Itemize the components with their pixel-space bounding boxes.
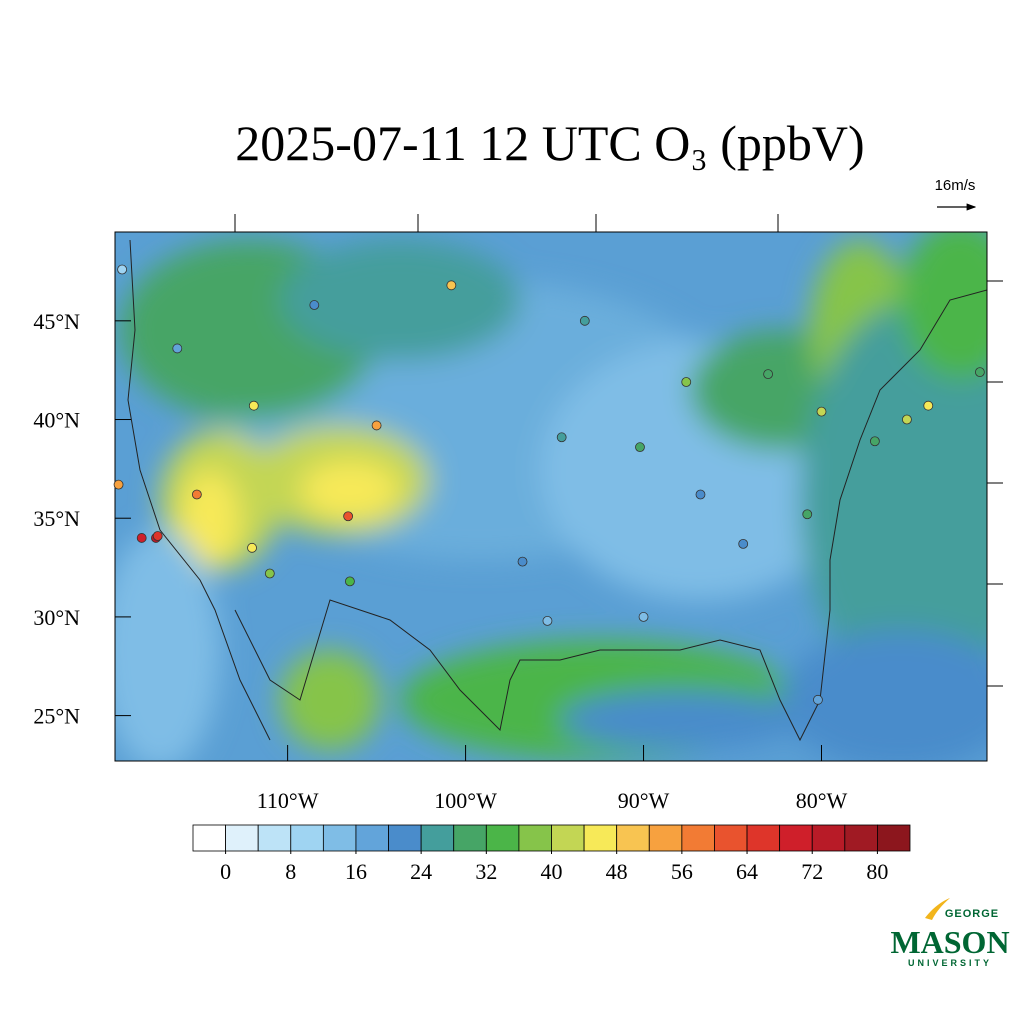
y-tick-label: 35°N — [33, 506, 80, 531]
frame-ticks — [234, 214, 1003, 687]
colorbar-box — [257, 824, 292, 852]
station — [264, 568, 275, 579]
logo-swoosh — [925, 898, 950, 920]
station — [923, 400, 934, 411]
title: 2025-07-11 12 UTC O₃ (ppbV) — [235, 115, 864, 171]
colorbar-label: 16 — [345, 859, 367, 884]
logo-main: MASON — [890, 924, 1009, 960]
station — [802, 509, 813, 520]
x-tick-label: 80°W — [796, 788, 848, 813]
station — [309, 300, 320, 310]
station — [869, 436, 880, 447]
colorbar-box — [453, 824, 487, 852]
station — [542, 615, 553, 626]
colorbar-label: 48 — [606, 859, 628, 884]
coastline — [127, 239, 987, 742]
y-tick-label: 45°N — [33, 309, 80, 334]
station — [813, 694, 823, 705]
x-tick-label: 90°W — [618, 788, 670, 813]
colorbar-label: 56 — [671, 859, 693, 884]
colorbar-box — [616, 824, 650, 852]
station — [247, 542, 257, 553]
station — [738, 538, 749, 549]
colorbar-label: 40 — [541, 859, 563, 884]
station — [517, 556, 528, 567]
y-tick-label: 25°N — [33, 704, 80, 729]
colorbar-box — [648, 824, 683, 852]
colorbar-box — [225, 824, 259, 852]
station — [579, 315, 590, 326]
colorbar-label: 32 — [475, 859, 497, 884]
colorbar-box — [551, 824, 585, 852]
station — [152, 531, 163, 541]
logo-top: GEORGE — [945, 908, 999, 920]
y-tick-label: 40°N — [33, 408, 80, 433]
colorbar-box — [420, 824, 455, 852]
colorbar-label: 64 — [736, 859, 758, 884]
x-tick-label: 100°W — [434, 788, 497, 813]
colorbar-box — [583, 824, 618, 852]
station — [117, 264, 128, 275]
wind-scale-label: 16m/s — [935, 177, 976, 194]
station — [695, 489, 706, 500]
colorbar-box — [779, 824, 813, 852]
colorbar: 0 8 16 24 32 40 48 56 64 72 80 — [192, 824, 911, 884]
colorbar-box — [290, 824, 324, 852]
station — [345, 576, 355, 587]
y-tick-label: 30°N — [33, 605, 80, 630]
logo: GEORGE MASON UNIVERSITY — [890, 898, 1010, 968]
colorbar-box — [355, 824, 389, 852]
colorbar-box — [714, 824, 748, 852]
colorbar-box — [681, 824, 715, 852]
colorbar-label: 0 — [220, 859, 231, 884]
colorbar-box — [192, 824, 226, 852]
colorbar-label: 80 — [866, 859, 888, 884]
colorbar-box — [844, 824, 878, 852]
colorbar-box — [811, 824, 846, 852]
logo-bottom: UNIVERSITY — [908, 958, 992, 968]
station — [343, 511, 354, 522]
station — [974, 367, 985, 378]
colorbar-box — [388, 824, 422, 852]
station — [635, 442, 645, 453]
station — [136, 533, 147, 543]
station — [763, 369, 774, 380]
colorbar-box — [322, 824, 357, 852]
colorbar-box — [518, 824, 552, 852]
station — [902, 414, 912, 425]
station — [681, 377, 692, 387]
station — [446, 280, 457, 291]
station — [371, 420, 382, 431]
station — [638, 612, 649, 622]
stations — [113, 264, 985, 705]
station — [556, 432, 567, 443]
map-frame — [114, 231, 988, 762]
station — [816, 406, 827, 417]
station — [172, 343, 183, 354]
colorbar-label: 72 — [801, 859, 823, 884]
ozone-field — [115, 232, 987, 761]
colorbar-box — [485, 824, 520, 852]
station — [191, 489, 202, 500]
station — [248, 400, 259, 411]
colorbar-box — [746, 824, 781, 852]
x-tick-label: 110°W — [257, 788, 319, 813]
station — [113, 479, 124, 490]
colorbar-label: 8 — [285, 859, 296, 884]
colorbar-box — [877, 824, 911, 852]
colorbar-label: 24 — [410, 859, 432, 884]
